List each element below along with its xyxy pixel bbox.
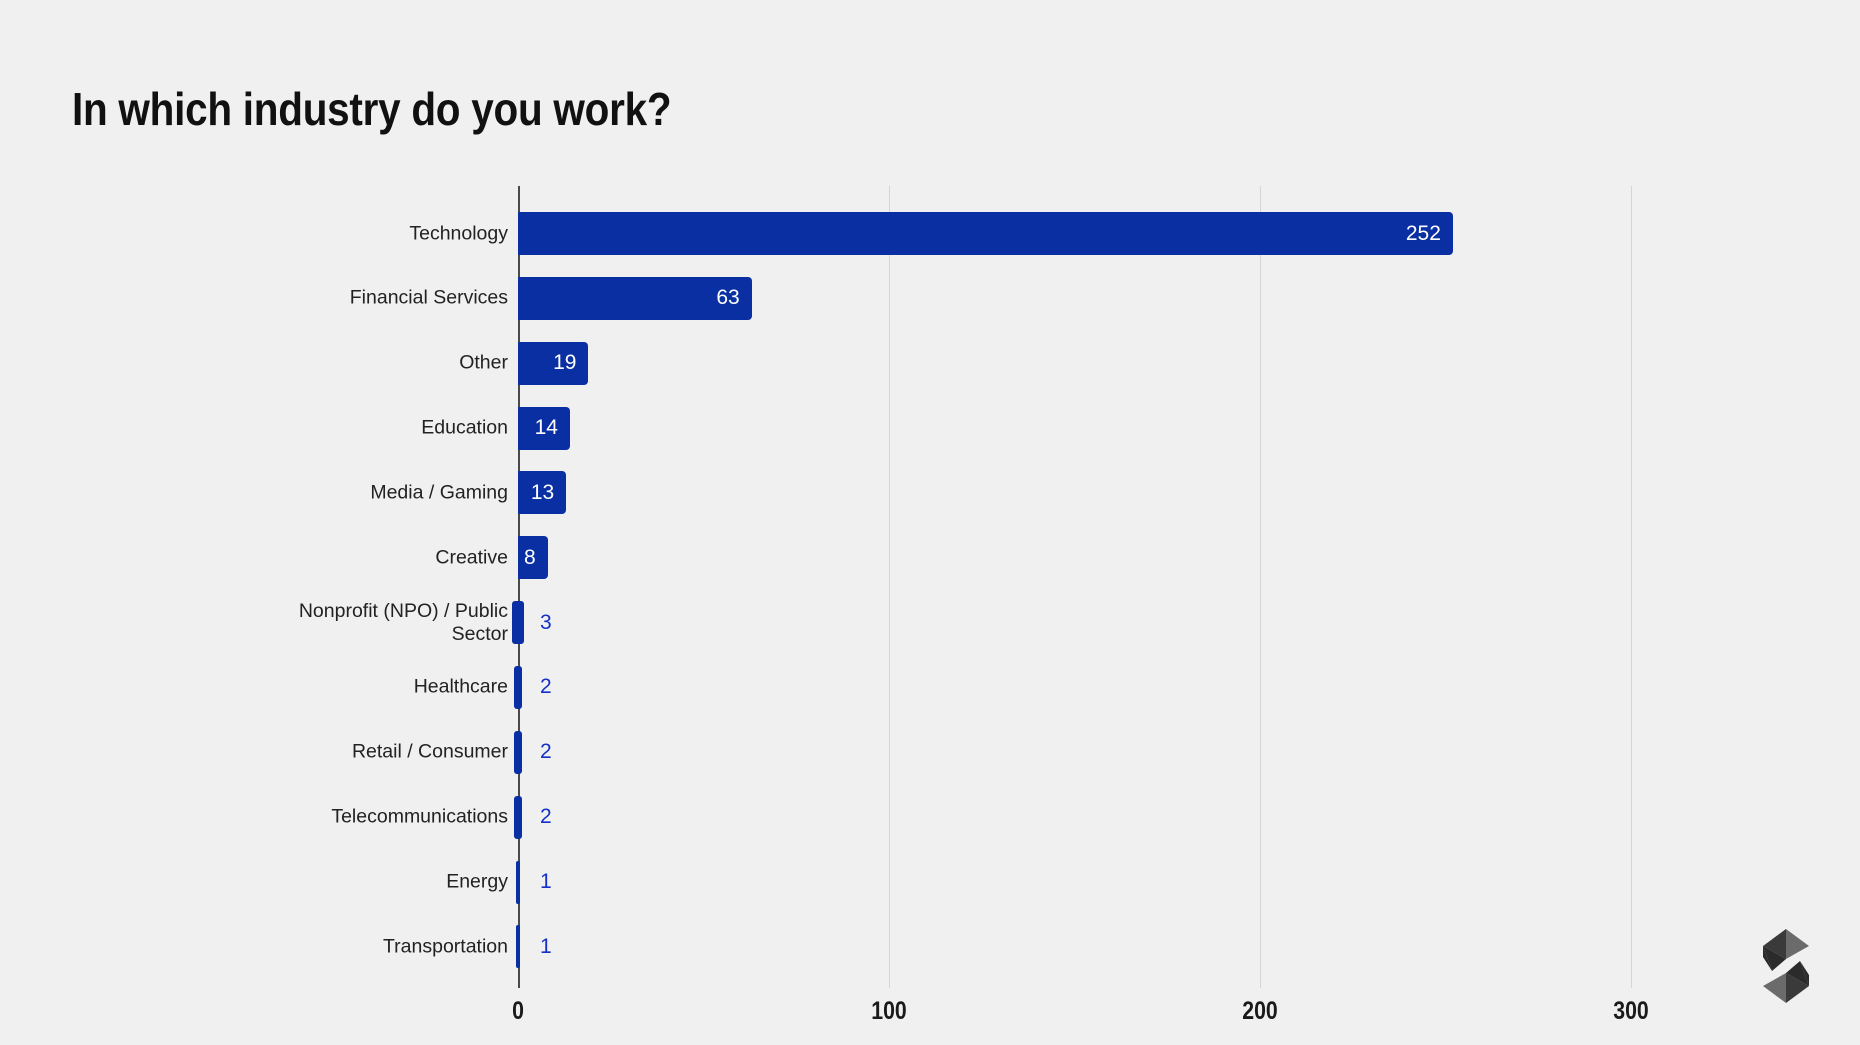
bar-row[interactable]: Retail / Consumer 2 [0, 730, 1860, 774]
bar-category-label: Other [459, 351, 508, 374]
bar[interactable] [514, 730, 522, 774]
bar-category-label: Energy [446, 870, 508, 893]
bar[interactable] [514, 665, 522, 709]
bar-category-label: Financial Services [349, 286, 508, 309]
bar[interactable] [518, 471, 567, 515]
brand-logo-icon [1763, 929, 1809, 1003]
bar[interactable] [518, 341, 589, 385]
gridline [1260, 186, 1261, 988]
bar-category-label: Creative [435, 546, 508, 569]
bar[interactable] [518, 406, 570, 450]
bar-value-label: 14 [534, 416, 558, 440]
bar-row[interactable]: Healthcare 2 [0, 665, 1860, 709]
bar-category-label: Education [421, 416, 508, 439]
bar[interactable] [512, 601, 524, 645]
x-tick-label: 300 [1613, 997, 1649, 1025]
bar-value-label: 63 [716, 286, 740, 310]
bar-value-label: 19 [553, 351, 577, 375]
bar[interactable] [518, 212, 1453, 255]
bar-value-label: 13 [530, 480, 555, 504]
bar-category-label: Healthcare [413, 675, 508, 698]
bar-row[interactable]: Other 19 [0, 341, 1860, 385]
bar-value-label: 2 [540, 740, 552, 764]
bar-category-label: Telecommunications [331, 805, 508, 828]
gridline [889, 186, 890, 988]
bar-row[interactable]: Media / Gaming 13 [0, 471, 1860, 515]
bar-category-label: Media / Gaming [370, 481, 508, 504]
gridline [1631, 186, 1632, 988]
x-tick-label: 200 [1242, 997, 1278, 1025]
bar-category-label: Transportation [382, 935, 508, 958]
bar[interactable] [514, 795, 522, 839]
page-title: In which industry do you work? [72, 83, 672, 135]
bar-value-label: 2 [540, 805, 552, 829]
bar[interactable] [518, 276, 752, 320]
bar-row[interactable]: Transportation 1 [0, 925, 1860, 969]
bar-value-label: 1 [540, 934, 552, 958]
bar-row[interactable]: Financial Services 63 [0, 276, 1860, 320]
bar-row[interactable]: Nonprofit (NPO) / Public Sector 3 [0, 599, 1860, 645]
bar-row[interactable]: Telecommunications 2 [0, 795, 1860, 839]
bar[interactable] [516, 925, 520, 969]
x-tick-label: 100 [871, 997, 907, 1025]
bar-value-label: 2 [540, 675, 552, 699]
y-axis-line [518, 186, 520, 988]
bar-value-label: 8 [523, 545, 536, 569]
bar-value-label: 3 [540, 610, 552, 634]
bar-row[interactable]: Creative 8 [0, 536, 1860, 580]
bar-category-label: Nonprofit (NPO) / Public Sector [298, 599, 508, 645]
bar[interactable] [516, 860, 520, 904]
bar-value-label: 252 [1405, 221, 1441, 245]
bar-row[interactable]: Education 14 [0, 406, 1860, 450]
bar-category-label: Retail / Consumer [351, 740, 508, 763]
bar-category-label: Technology [409, 222, 508, 244]
bar-row[interactable]: Energy 1 [0, 860, 1860, 904]
bar-row[interactable]: Technology 252 [0, 212, 1860, 255]
bar[interactable] [518, 536, 548, 580]
x-tick-label: 0 [512, 997, 524, 1025]
bar-value-label: 1 [540, 870, 552, 893]
